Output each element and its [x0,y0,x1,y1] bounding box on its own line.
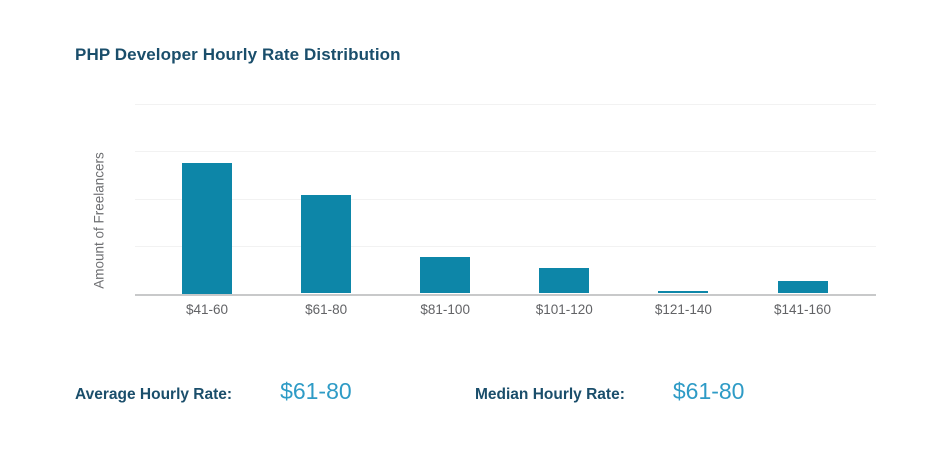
bar [420,257,471,294]
median-rate-value: $61-80 [672,378,745,404]
x-tick-label: $61-80 [305,302,348,317]
x-tick-label: $101-120 [535,302,593,317]
median-rate-label: Median Hourly Rate: [475,386,625,403]
chart-title: PHP Developer Hourly Rate Distribution [75,45,401,64]
x-tick-label: $141-160 [773,302,832,317]
average-rate-label: Average Hourly Rate: [75,386,233,403]
bar [777,280,828,294]
bar [182,162,232,294]
gridline [135,151,876,152]
x-tick-label: $81-100 [420,302,470,317]
x-tick-label: $41-60 [185,302,229,317]
x-tick-label: $121-140 [654,302,712,317]
bar [539,268,590,294]
bar [301,195,352,294]
average-hourly-rate-stat: Average Hourly Rate: $61-80 [75,378,352,405]
gridline [135,103,876,105]
gridline [135,198,876,200]
y-axis-label: Amount of Freelancers [91,152,107,289]
x-axis-line [135,293,876,296]
average-rate-value: $61-80 [280,378,352,404]
median-hourly-rate-stat: Median Hourly Rate: $61-80 [475,378,744,405]
gridline [135,246,876,247]
bar [658,290,709,294]
